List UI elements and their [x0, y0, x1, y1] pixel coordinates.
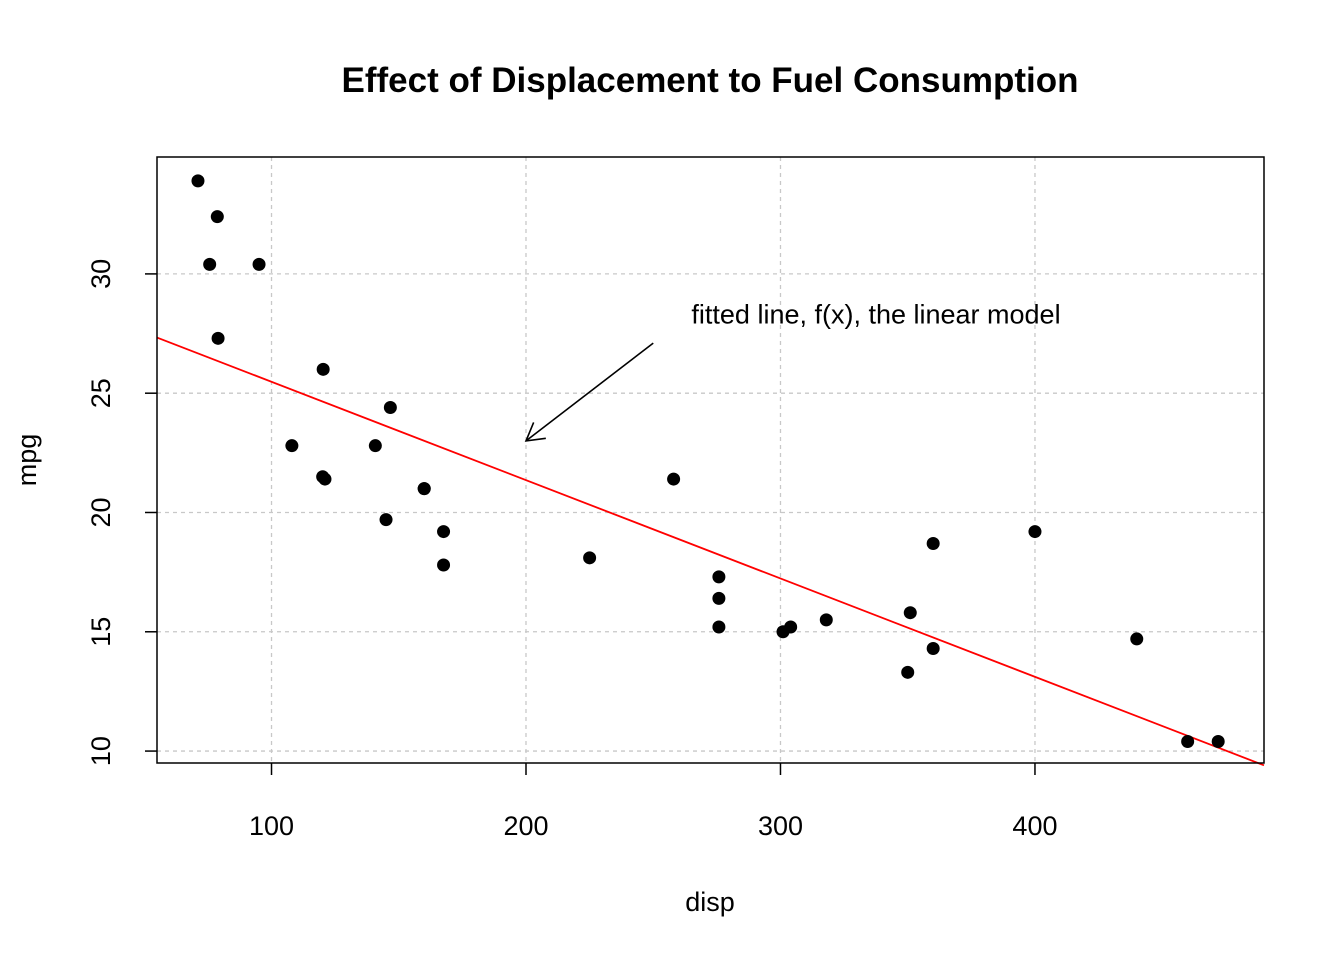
data-point — [903, 606, 917, 620]
data-points — [191, 174, 1225, 749]
x-tick-label: 300 — [758, 811, 803, 841]
plot-frame — [156, 156, 1265, 764]
y-axis-label: mpg — [12, 434, 42, 487]
data-point — [819, 613, 833, 627]
x-tick-label: 200 — [503, 811, 548, 841]
data-point — [379, 513, 393, 527]
x-tick-label: 400 — [1012, 811, 1057, 841]
grid — [157, 157, 1264, 763]
data-point — [1028, 525, 1042, 539]
annotation-arrow-head — [524, 422, 546, 442]
chart-title: Effect of Displacement to Fuel Consumpti… — [342, 61, 1079, 100]
data-point — [191, 174, 205, 188]
y-tick-label: 15 — [86, 617, 116, 647]
data-point — [437, 558, 451, 572]
data-point — [583, 551, 597, 565]
data-point — [203, 257, 217, 271]
data-point — [383, 401, 397, 415]
data-point — [1211, 735, 1225, 749]
data-point — [417, 482, 431, 496]
x-tick-label: 100 — [249, 811, 294, 841]
annotation-arrow — [525, 342, 654, 442]
data-point — [285, 439, 299, 453]
data-point — [1130, 632, 1144, 646]
data-point — [712, 591, 726, 605]
y-axis: 10 15 20 25 30 — [86, 259, 157, 766]
data-point — [667, 472, 681, 486]
data-point — [210, 210, 224, 224]
data-point — [926, 537, 940, 551]
data-point — [316, 362, 330, 376]
y-tick-label: 25 — [86, 378, 116, 408]
data-point — [901, 665, 915, 679]
data-point — [211, 331, 225, 345]
data-point — [1181, 735, 1195, 749]
data-point — [318, 472, 332, 486]
data-point — [712, 620, 726, 634]
y-tick-label: 30 — [86, 259, 116, 289]
data-point — [926, 641, 940, 655]
data-point — [437, 525, 451, 539]
x-axis-label: disp — [685, 887, 735, 917]
y-tick-label: 10 — [86, 736, 116, 766]
data-point — [252, 257, 266, 271]
fitted-line — [156, 336, 1265, 767]
data-point — [368, 439, 382, 453]
x-axis: 100 200 300 400 — [249, 763, 1057, 841]
data-point — [776, 625, 790, 639]
data-point — [712, 570, 726, 584]
annotation-text: fitted line, f(x), the linear model — [691, 299, 1060, 329]
y-tick-label: 20 — [86, 497, 116, 527]
